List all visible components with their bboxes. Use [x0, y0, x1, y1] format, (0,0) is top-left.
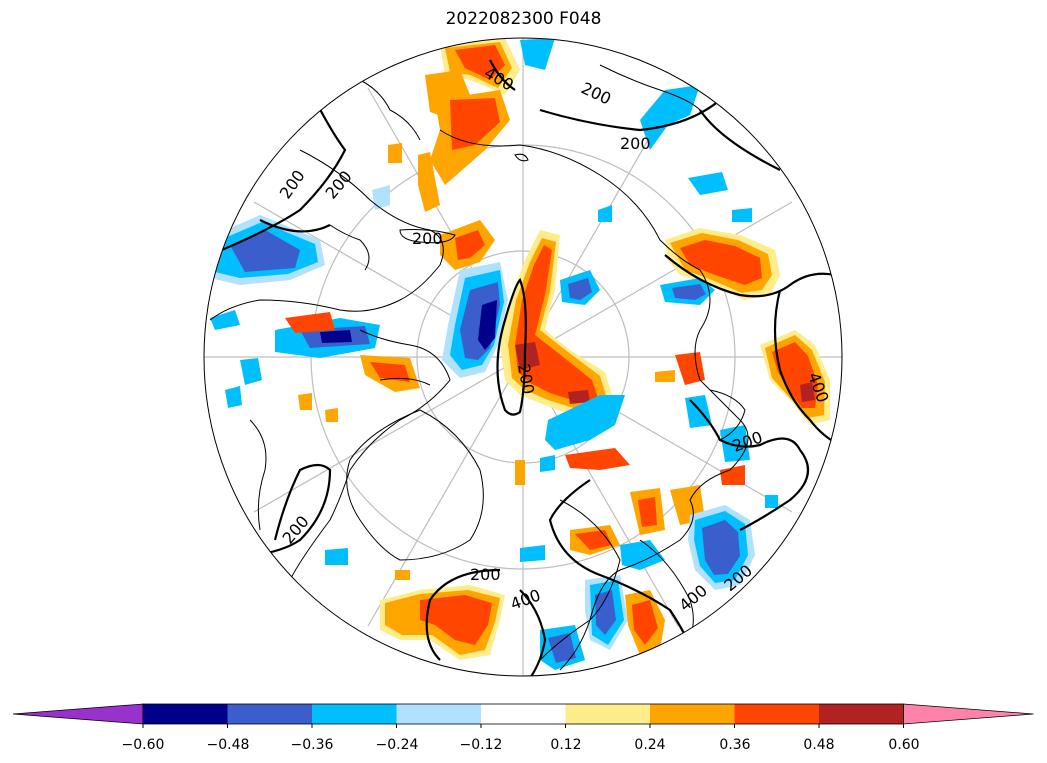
- contour-label: 200: [470, 565, 501, 584]
- anomaly-negative: [640, 85, 700, 150]
- contour-label: 200: [412, 229, 443, 248]
- anomaly-negative: [372, 185, 390, 210]
- anomaly-positive: [568, 390, 590, 404]
- colorbar-segment: [481, 704, 566, 724]
- anomaly-positive: [450, 98, 500, 150]
- anomaly-positive: [515, 342, 540, 370]
- colorbar-segment: [650, 704, 735, 724]
- anomaly-positive: [638, 497, 657, 527]
- anomaly-negative: [688, 172, 728, 195]
- anomaly-negative: [210, 310, 240, 330]
- anomaly-positive: [285, 312, 335, 333]
- colorbar-tick-label: 0.48: [803, 737, 834, 753]
- anomaly-positive: [298, 393, 312, 410]
- colorbar-tick-label: 0.24: [634, 737, 665, 753]
- contour-label: 200: [322, 167, 356, 203]
- colorbar-extend-max: [903, 703, 1034, 725]
- contour-label: 200: [279, 512, 313, 548]
- anomaly-positive: [632, 600, 658, 645]
- anomaly-negative: [240, 358, 262, 385]
- anomaly-positive: [370, 362, 410, 382]
- map-boundary: [203, 37, 843, 677]
- colorbar-tick-label: −0.12: [460, 737, 503, 753]
- contour-label: 400: [508, 585, 543, 613]
- colorbar-segment: [227, 704, 313, 724]
- anomaly-negative: [620, 540, 665, 570]
- colorbar-tick-label: 0.36: [719, 737, 750, 753]
- colorbar-extend-min: [12, 703, 144, 725]
- anomaly-negative: [765, 495, 778, 508]
- anomaly-positive: [800, 382, 815, 402]
- colorbar-tick-label: 0.60: [888, 737, 919, 753]
- anomaly-negative: [732, 208, 752, 222]
- anomaly-positive: [675, 352, 705, 385]
- anomaly-negative: [520, 545, 545, 562]
- colorbar-outline: [142, 703, 904, 725]
- anomaly-negative: [720, 425, 750, 462]
- anomaly-negative: [545, 395, 625, 450]
- anomaly-negative: [548, 633, 576, 663]
- anomaly-positive: [720, 465, 745, 485]
- colorbar-segment: [565, 704, 651, 724]
- anomaly-positive: [388, 143, 402, 163]
- contour-label: 200: [578, 78, 614, 108]
- colorbar-tick-label: −0.48: [207, 737, 250, 753]
- height-contours: [209, 59, 842, 676]
- anomaly-negative: [225, 386, 242, 408]
- anomaly-positive: [455, 230, 485, 260]
- colorbar: −0.60 −0.48 −0.36 −0.24 −0.12 0.12 0.24 …: [12, 703, 1034, 753]
- anomaly-negative: [568, 278, 592, 300]
- anomaly-negative: [230, 230, 300, 272]
- anomaly-positive: [325, 408, 338, 422]
- anomaly-negative: [598, 205, 612, 222]
- anomaly-positive: [395, 570, 410, 580]
- colorbar-tick-label: −0.36: [291, 737, 334, 753]
- colorbar-segment: [734, 704, 820, 724]
- map-title: 2022082300 F048: [445, 9, 602, 29]
- colorbar-segments: [12, 703, 1034, 728]
- anomaly-negative: [478, 300, 497, 350]
- anomaly-negative: [685, 395, 712, 428]
- colorbar-ticks: −0.60 −0.48 −0.36 −0.24 −0.12 0.12 0.24 …: [122, 737, 920, 753]
- anomaly-negative: [325, 548, 348, 565]
- anomaly-positive: [565, 448, 630, 470]
- anomaly-field: [210, 38, 830, 670]
- contour-label: 200: [276, 166, 309, 202]
- anomaly-negative: [320, 330, 352, 343]
- anomaly-negative: [595, 590, 616, 635]
- colorbar-segment: [819, 704, 904, 724]
- map-disc: 200 200 200 200 400 200 200 400 200 200 …: [204, 38, 842, 676]
- contour-label: 400: [675, 581, 711, 615]
- coastlines: [209, 64, 749, 671]
- colorbar-tick-label: −0.24: [376, 737, 419, 753]
- anomaly-positive: [455, 45, 505, 80]
- colorbar-segment: [312, 704, 397, 724]
- anomaly-positive: [420, 595, 492, 645]
- colorbar-tick-label: 0.12: [550, 737, 581, 753]
- anomaly-negative: [672, 284, 706, 300]
- anomaly-negative: [520, 38, 555, 70]
- anomaly-positive: [515, 460, 525, 485]
- anomaly-negative: [702, 520, 740, 575]
- anomaly-negative: [540, 455, 555, 472]
- anomaly-positive: [655, 370, 675, 382]
- colorbar-segment: [396, 704, 482, 724]
- anomaly-positive: [680, 240, 762, 285]
- contour-label: 200: [620, 134, 651, 153]
- anomaly-positive: [575, 530, 612, 550]
- colorbar-tick-label: −0.60: [122, 737, 165, 753]
- colorbar-segment: [143, 704, 228, 724]
- anomaly-positive: [418, 152, 440, 212]
